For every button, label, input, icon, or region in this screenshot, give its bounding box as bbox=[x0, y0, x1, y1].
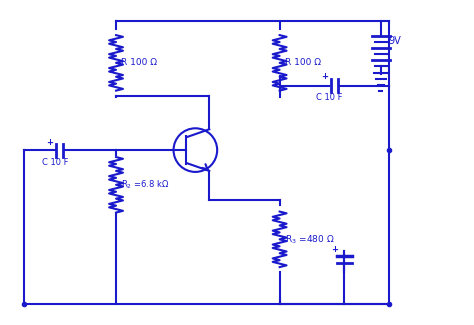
Text: R$_3$ =480 Ω: R$_3$ =480 Ω bbox=[284, 233, 334, 246]
Text: R 100 Ω: R 100 Ω bbox=[284, 58, 320, 67]
Text: R 100 Ω: R 100 Ω bbox=[121, 58, 157, 67]
Text: R$_2$ =6.8 kΩ: R$_2$ =6.8 kΩ bbox=[121, 178, 169, 191]
Text: +: + bbox=[331, 245, 337, 254]
Text: C 10 F: C 10 F bbox=[316, 93, 343, 102]
Text: C 10 F: C 10 F bbox=[42, 158, 68, 166]
Text: +: + bbox=[46, 138, 53, 147]
Text: 9V: 9V bbox=[389, 36, 401, 46]
Text: +: + bbox=[321, 72, 328, 81]
